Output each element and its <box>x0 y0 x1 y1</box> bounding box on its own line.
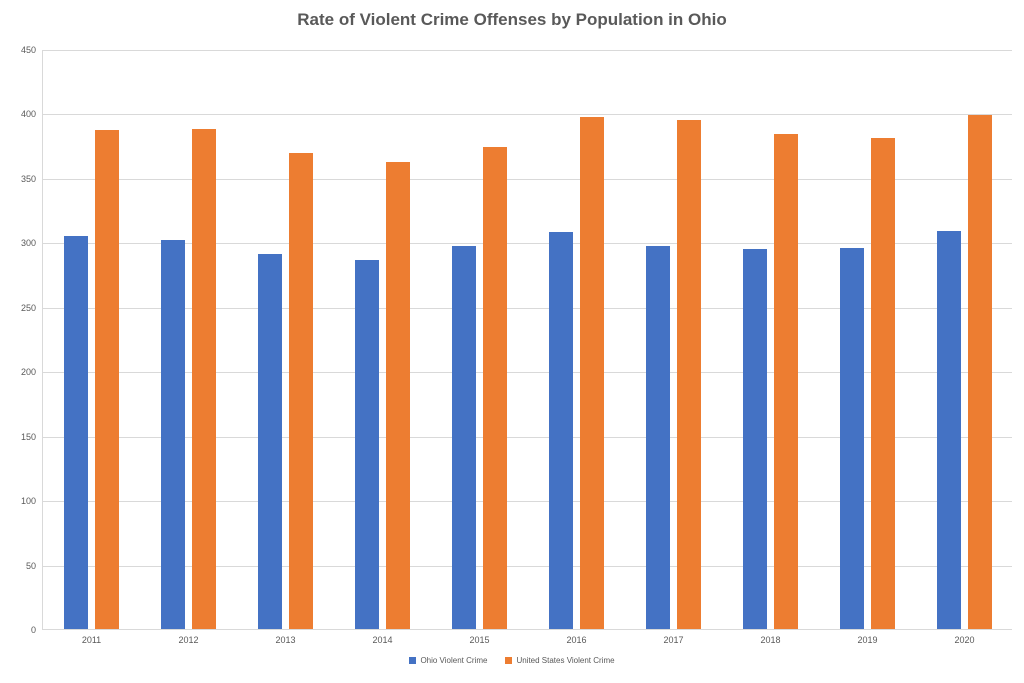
bar-ohio-violent-crime-2020 <box>937 231 960 629</box>
bar-united-states-violent-crime-2015 <box>483 147 506 629</box>
gridline <box>43 566 1012 567</box>
x-axis-tick-label: 2019 <box>857 629 877 645</box>
x-axis-tick-label: 2012 <box>178 629 198 645</box>
gridline <box>43 501 1012 502</box>
gridline <box>43 179 1012 180</box>
x-axis-tick-label: 2016 <box>566 629 586 645</box>
gridline <box>43 372 1012 373</box>
bar-united-states-violent-crime-2016 <box>580 117 603 629</box>
bar-united-states-violent-crime-2011 <box>95 130 118 629</box>
legend-item: United States Violent Crime <box>505 656 614 665</box>
bar-ohio-violent-crime-2011 <box>64 236 87 629</box>
x-axis-tick-label: 2013 <box>275 629 295 645</box>
bar-ohio-violent-crime-2014 <box>355 260 378 629</box>
legend-label: United States Violent Crime <box>516 656 614 665</box>
gridline <box>43 50 1012 51</box>
legend-swatch <box>505 657 512 664</box>
bar-ohio-violent-crime-2015 <box>452 246 475 629</box>
x-axis-tick-label: 2020 <box>954 629 974 645</box>
y-axis-tick-label: 400 <box>21 109 36 119</box>
x-axis-tick-label: 2017 <box>663 629 683 645</box>
chart-container: Rate of Violent Crime Offenses by Popula… <box>0 0 1024 683</box>
y-axis-tick-label: 100 <box>21 496 36 506</box>
bar-ohio-violent-crime-2018 <box>743 249 766 629</box>
plot-area: 0501001502002503003504004502011201220132… <box>42 50 1012 630</box>
bar-ohio-violent-crime-2019 <box>840 248 863 630</box>
legend-label: Ohio Violent Crime <box>420 656 487 665</box>
gridline <box>43 308 1012 309</box>
y-axis-tick-label: 250 <box>21 303 36 313</box>
bar-ohio-violent-crime-2017 <box>646 246 669 629</box>
legend-swatch <box>409 657 416 664</box>
x-axis-tick-label: 2011 <box>82 629 101 645</box>
bar-united-states-violent-crime-2018 <box>774 134 797 629</box>
y-axis-tick-label: 450 <box>21 45 36 55</box>
y-axis-tick-label: 0 <box>31 625 36 635</box>
chart-title: Rate of Violent Crime Offenses by Popula… <box>0 10 1024 30</box>
y-axis-tick-label: 200 <box>21 367 36 377</box>
bar-ohio-violent-crime-2016 <box>549 232 572 629</box>
bar-united-states-violent-crime-2019 <box>871 138 894 629</box>
y-axis-tick-label: 150 <box>21 432 36 442</box>
x-axis-tick-label: 2014 <box>372 629 392 645</box>
y-axis-tick-label: 300 <box>21 238 36 248</box>
bar-united-states-violent-crime-2014 <box>386 162 409 629</box>
legend-item: Ohio Violent Crime <box>409 656 487 665</box>
bar-ohio-violent-crime-2013 <box>258 254 281 629</box>
legend: Ohio Violent Crime United States Violent … <box>0 656 1024 665</box>
bar-ohio-violent-crime-2012 <box>161 240 184 629</box>
bar-united-states-violent-crime-2012 <box>192 129 215 629</box>
bar-united-states-violent-crime-2020 <box>968 115 991 629</box>
gridline <box>43 243 1012 244</box>
gridline <box>43 114 1012 115</box>
y-axis-tick-label: 350 <box>21 174 36 184</box>
x-axis-tick-label: 2015 <box>469 629 489 645</box>
gridline <box>43 437 1012 438</box>
bar-united-states-violent-crime-2017 <box>677 120 700 629</box>
y-axis-tick-label: 50 <box>26 561 36 571</box>
bar-united-states-violent-crime-2013 <box>289 153 312 629</box>
x-axis-tick-label: 2018 <box>760 629 780 645</box>
